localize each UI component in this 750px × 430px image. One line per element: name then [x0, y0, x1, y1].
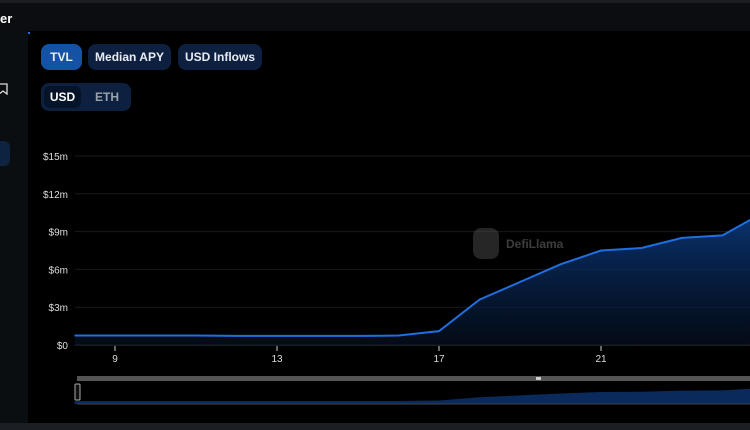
x-tick-label: 21 [595, 354, 607, 365]
usd-inflows-button[interactable]: USD Inflows [178, 44, 262, 70]
watermark-text: DefiLlama [506, 237, 564, 251]
slider-bar[interactable] [77, 376, 750, 381]
sidebar-item-active[interactable] [0, 141, 10, 166]
slider-grip-icon[interactable] [536, 377, 541, 380]
eth-option[interactable]: ETH [95, 90, 119, 104]
y-tick-label: $9m [49, 228, 68, 239]
y-tick-label: $3m [49, 303, 68, 314]
y-tick-label: $6m [49, 265, 68, 276]
tvl-area [74, 219, 750, 345]
defillama-watermark: DefiLlama [473, 228, 564, 259]
currency-toggle: USD ETH [41, 83, 131, 111]
x-tick-label: 13 [271, 354, 283, 365]
y-tick-label: $15m [43, 152, 68, 163]
x-tick-label: 9 [112, 354, 118, 365]
top-bar: er [0, 0, 750, 34]
y-tick-label: $12m [43, 190, 68, 201]
median-apy-button[interactable]: Median APY [88, 44, 171, 70]
slider-preview-area [74, 388, 750, 404]
tvl-button[interactable]: TVL [41, 44, 82, 70]
zoom-slider[interactable] [74, 376, 750, 405]
bookmark-icon[interactable] [0, 83, 8, 95]
slider-left-handle[interactable] [74, 383, 81, 401]
x-tick-label: 17 [433, 354, 445, 365]
sidebar [0, 31, 28, 423]
tvl-line [74, 218, 750, 337]
usd-option[interactable]: USD [44, 86, 81, 108]
bottom-bar [0, 423, 750, 430]
y-tick-label: $0 [57, 341, 69, 352]
